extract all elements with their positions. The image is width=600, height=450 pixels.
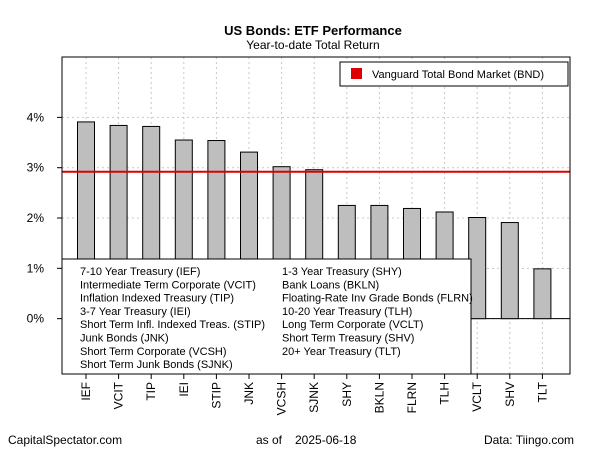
ticker-key-entry: Short Term Infl. Indexed Treas. (STIP)	[80, 319, 265, 331]
footer-as-of: as of	[256, 433, 283, 447]
x-tick-label-tlh: TLH	[438, 382, 452, 405]
reference-legend-swatch	[351, 68, 362, 79]
axes: 0% 1% 2% 3% 4% IEF VCIT TIP IEI STIP JNK VCSH SJNK SH…	[27, 110, 550, 415]
bar-shv	[500, 222, 519, 320]
y-tick-label: 1%	[27, 261, 45, 275]
plot-frame	[61, 56, 571, 375]
reference-legend-label: Vanguard Total Bond Market (BND)	[372, 69, 544, 81]
ticker-key-entry: 3-7 Year Treasury (IEI)	[80, 306, 191, 318]
y-tick-label: 0%	[27, 312, 45, 326]
x-tick-label-ief: IEF	[79, 382, 93, 401]
ticker-key-entry: Floating-Rate Inv Grade Bonds (FLRN)	[282, 293, 473, 305]
x-tick-label-sjnk: SJNK	[307, 382, 321, 413]
x-tick-label-iei: IEI	[177, 382, 191, 397]
chart-subtitle: Year-to-date Total Return	[246, 38, 379, 52]
x-tick-label-shy: SHY	[340, 382, 354, 407]
ticker-key-box	[61, 258, 472, 375]
ticker-key-entry: Long Term Corporate (VCLT)	[282, 319, 423, 331]
x-tick-label-tip: TIP	[144, 382, 158, 401]
y-tick-label: 4%	[27, 110, 45, 124]
ticker-key-entry: Intermediate Term Corporate (VCIT)	[80, 279, 256, 291]
ticker-key-entry: Junk Bonds (JNK)	[80, 333, 169, 345]
x-tick-label-jnk: JNK	[242, 382, 256, 405]
chart-title: US Bonds: ETF Performance	[224, 23, 402, 38]
ticker-key-entry: Inflation Indexed Treasury (TIP)	[80, 293, 234, 305]
y-tick-label: 3%	[27, 161, 45, 175]
x-tick-label-tlt: TLT	[535, 381, 549, 402]
ticker-key-entry: 10-20 Year Treasury (TLH)	[282, 306, 412, 318]
x-tick-label-stip: STIP	[209, 382, 223, 409]
ticker-key-entry: Short Term Corporate (VCSH)	[80, 346, 227, 358]
bar-tlt	[533, 268, 552, 320]
footer-date: 2025-06-18	[295, 433, 357, 447]
reference-legend-box	[339, 61, 569, 87]
ticker-key-entry: Bank Loans (BKLN)	[282, 279, 379, 291]
reference-legend: Vanguard Total Bond Market (BND)	[339, 61, 569, 87]
x-tick-label-vcsh: VCSH	[275, 382, 289, 415]
ticker-key-legend: 7-10 Year Treasury (IEF)Intermediate Ter…	[61, 258, 473, 375]
x-tick-label-bkln: BKLN	[372, 382, 386, 413]
ticker-key-entry: Short Term Treasury (SHV)	[282, 333, 414, 345]
ticker-key-entry: Short Term Junk Bonds (SJNK)	[80, 359, 233, 371]
x-tick-label-flrn: FLRN	[405, 382, 419, 413]
footer-data-source: Data: Tiingo.com	[484, 433, 574, 447]
x-tick-label-shv: SHV	[503, 382, 517, 407]
ticker-key-entry: 1-3 Year Treasury (SHY)	[282, 266, 402, 278]
y-tick-label: 2%	[27, 211, 45, 225]
ticker-key-entry: 20+ Year Treasury (TLT)	[282, 346, 401, 358]
footer-source: CapitalSpectator.com	[8, 433, 122, 447]
x-tick-label-vclt: VCLT	[470, 381, 484, 411]
ticker-key-entry: 7-10 Year Treasury (IEF)	[80, 266, 200, 278]
x-tick-label-vcit: VCIT	[112, 381, 126, 409]
